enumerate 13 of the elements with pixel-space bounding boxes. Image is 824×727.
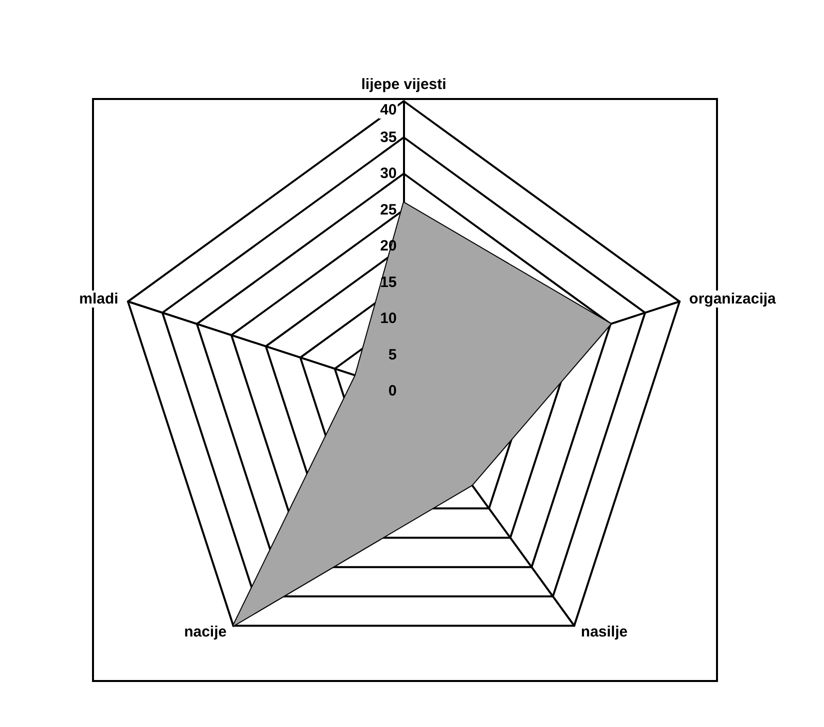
y-tick-label: 30 <box>380 165 397 182</box>
y-tick-label: 5 <box>388 346 397 364</box>
y-tick-label: 10 <box>380 310 397 328</box>
spoke-label: nacije <box>184 624 227 641</box>
spoke-label: nasilje <box>580 624 628 641</box>
spoke-label: organizacija <box>689 290 777 308</box>
spoke-label: mladi <box>79 290 118 308</box>
spoke-label: lijepe vijesti <box>361 76 446 94</box>
y-tick-label: 35 <box>380 128 397 146</box>
y-tick-label: 15 <box>380 274 397 291</box>
y-tick-label: 40 <box>380 102 397 119</box>
y-tick-label: 0 <box>388 382 397 400</box>
y-tick-label: 25 <box>380 201 397 218</box>
